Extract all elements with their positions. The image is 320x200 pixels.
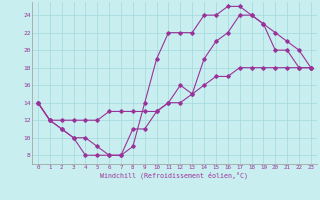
- X-axis label: Windchill (Refroidissement éolien,°C): Windchill (Refroidissement éolien,°C): [100, 172, 248, 179]
